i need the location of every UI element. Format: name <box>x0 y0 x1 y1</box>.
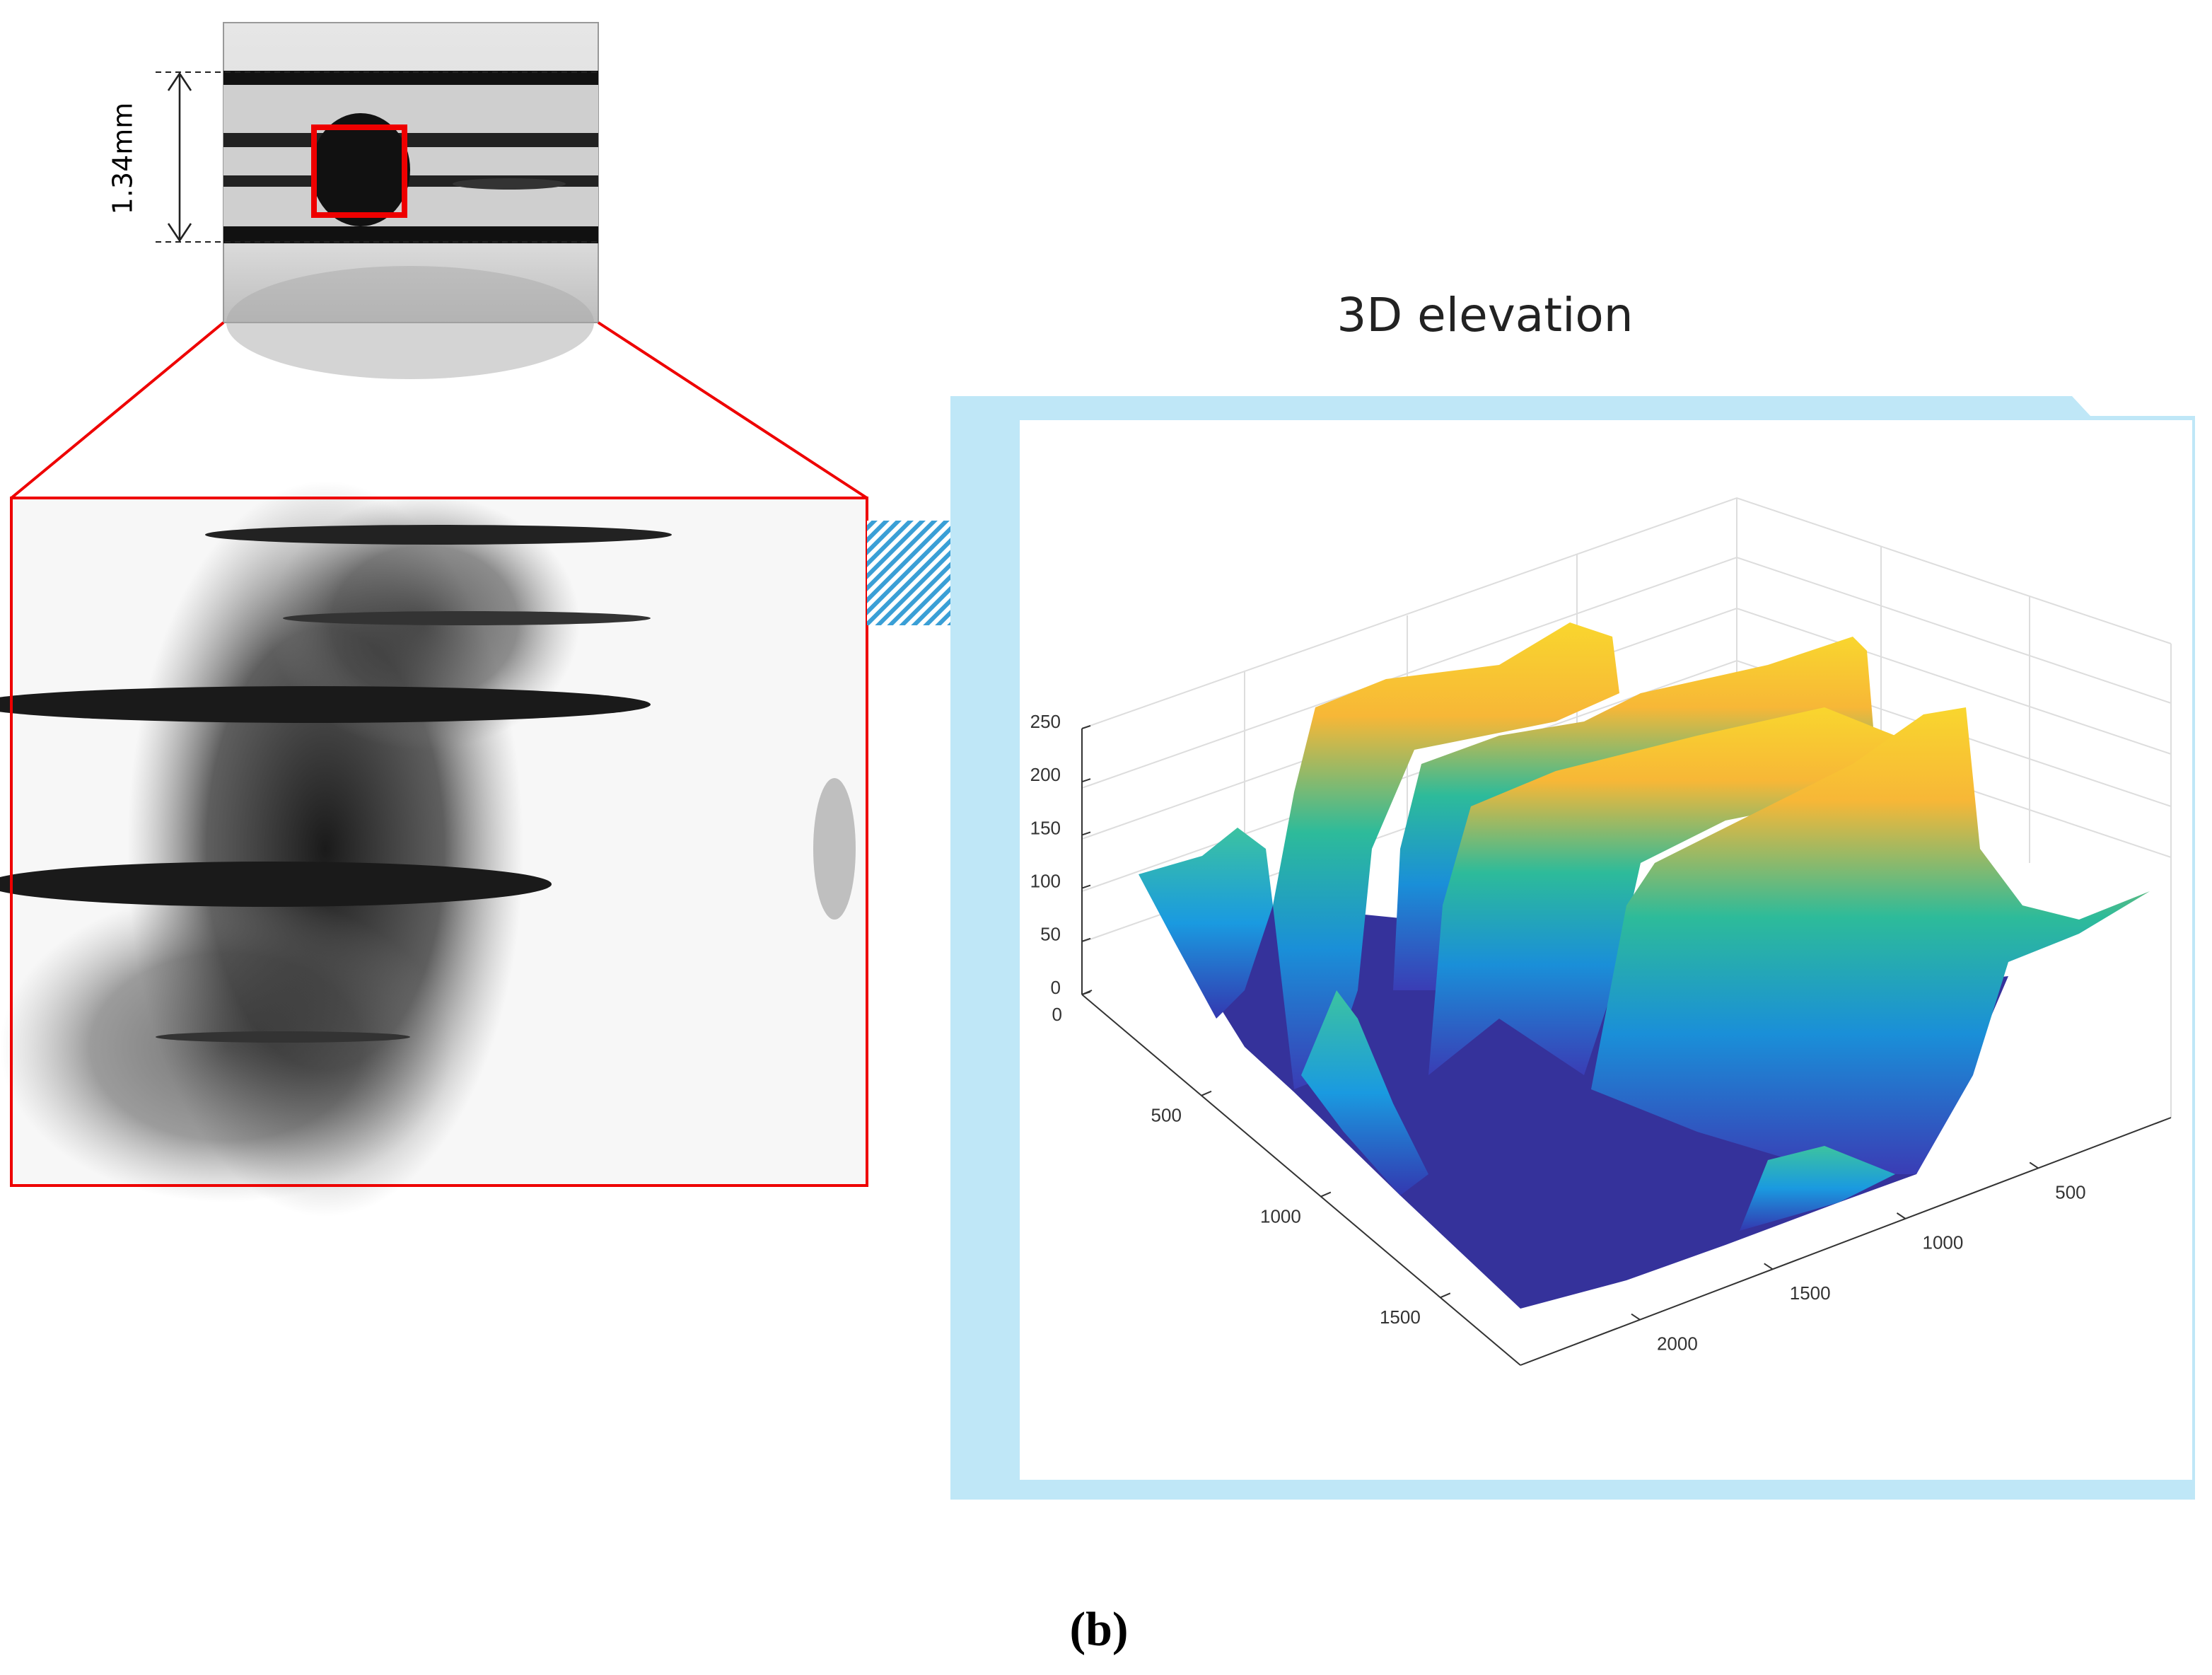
z-tick-label: 0 <box>1051 977 1061 998</box>
right-axis-tick-label: 500 <box>2055 1181 2085 1202</box>
right-axis-tick-label: 2000 <box>1657 1333 1698 1355</box>
caption: (b) <box>1069 1602 1128 1656</box>
left-axis-tick <box>1081 990 1093 995</box>
left-axis-tick <box>1440 1292 1451 1299</box>
z-tick <box>1081 937 1091 942</box>
right-axis-tick-label: 1500 <box>1790 1282 1831 1304</box>
zoomed-photo <box>0 481 868 1217</box>
right-axis-tick <box>1631 1313 1641 1321</box>
right-axis-tick-label: 1000 <box>1922 1232 1963 1253</box>
left-axis-tick <box>1201 1090 1212 1096</box>
zoom-line <box>597 321 868 499</box>
zoom-line <box>10 321 225 499</box>
axis-lines <box>1081 729 2172 1366</box>
z-tick-label: 150 <box>1030 817 1061 838</box>
z-tick <box>1081 831 1091 836</box>
z-tick-label: 200 <box>1030 764 1061 785</box>
top-photo-bands <box>223 71 598 379</box>
z-tick <box>1081 725 1091 729</box>
z-tick <box>1081 778 1091 783</box>
left-axis-tick-label: 0 <box>1052 1004 1062 1025</box>
elevation-surface <box>1139 622 2150 1309</box>
z-tick-label: 250 <box>1030 711 1061 732</box>
scale-label: 1.34mm <box>107 103 139 215</box>
right-axis-tick <box>1896 1212 1907 1219</box>
right-axis-tick <box>1764 1263 1774 1270</box>
z-tick <box>1081 884 1091 889</box>
dimension-arrow <box>167 71 192 243</box>
z-tick-label: 50 <box>1040 924 1061 945</box>
right-axis-tick <box>2029 1161 2039 1169</box>
left-axis-tick <box>1320 1191 1332 1198</box>
left-axis-tick-label: 500 <box>1151 1105 1182 1126</box>
z-tick-label: 100 <box>1030 870 1061 891</box>
region-box <box>311 124 407 218</box>
left-axis-tick-label: 1000 <box>1260 1205 1301 1227</box>
plot-title: 3D elevation <box>1337 288 1633 342</box>
left-axis-tick-label: 1500 <box>1380 1306 1421 1328</box>
